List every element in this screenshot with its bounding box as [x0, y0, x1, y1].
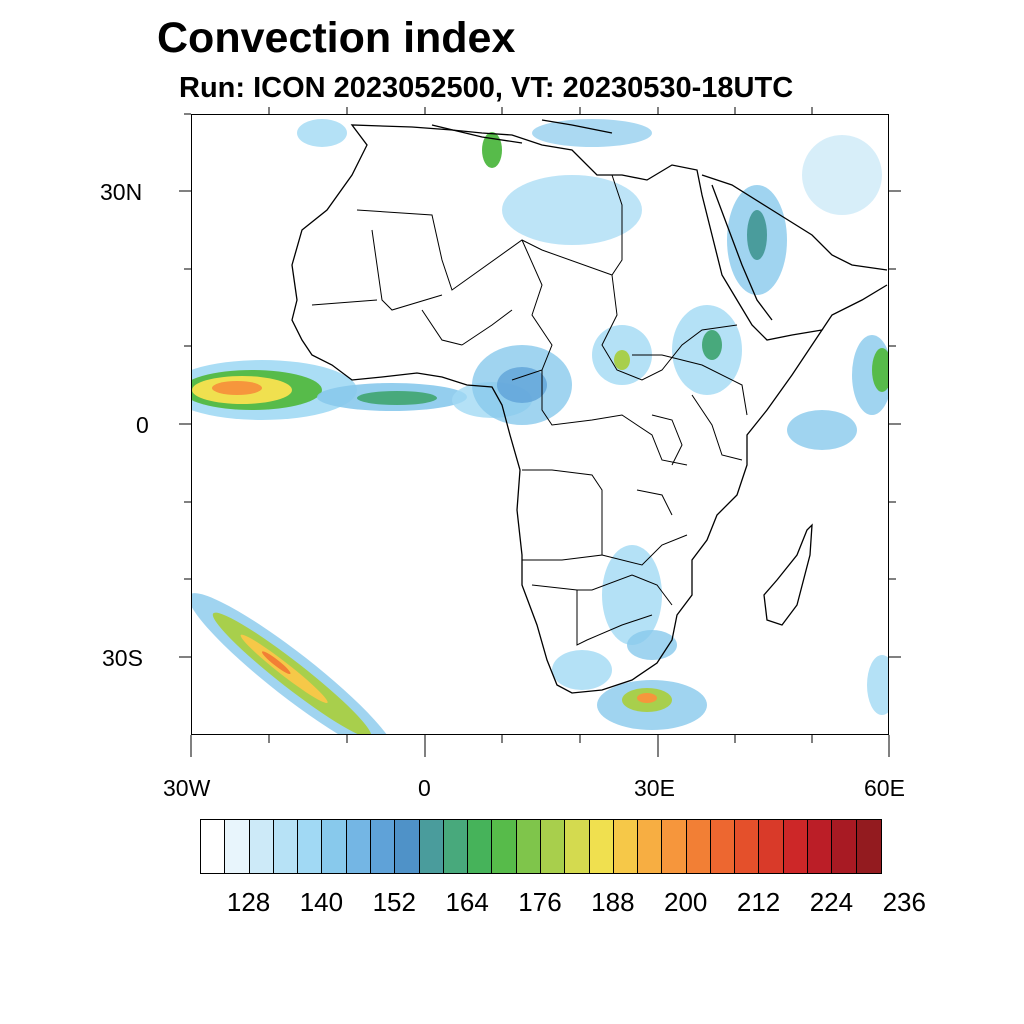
colorbar-tick-label: 152 [372, 887, 416, 917]
colorbar-swatch [516, 820, 541, 873]
colorbar-swatch [322, 820, 347, 873]
map-plot-area [191, 114, 889, 735]
colorbar-tick-label: 176 [518, 887, 562, 917]
colorbar-tick-label: 224 [809, 887, 854, 917]
colorbar-tick-label: 164 [445, 887, 489, 917]
colorbar-swatch [201, 820, 226, 873]
lon-label-30e: 30E [634, 775, 675, 801]
colorbar-swatch [443, 820, 469, 873]
colorbar-tick-label: 212 [736, 887, 781, 917]
colorbar-tick-label: 188 [591, 887, 635, 917]
colorbar-swatch [468, 820, 493, 873]
colorbar-swatch [346, 820, 371, 873]
lon-label-0: 0 [418, 775, 431, 801]
country-borders [311, 174, 748, 646]
colorbar-swatch [686, 820, 711, 873]
colorbar-swatch [662, 820, 687, 873]
colorbar-swatch [759, 820, 784, 873]
colorbar-tick-label: 140 [299, 887, 344, 917]
colorbar-swatch [735, 820, 760, 873]
lon-label-60e: 60E [864, 775, 905, 801]
map-canvas [192, 119, 888, 734]
colorbar-tick-label: 236 [882, 887, 926, 917]
map-title: Convection index [157, 14, 516, 62]
lat-label-30n: 30N [100, 179, 143, 205]
colorbar-swatch [273, 820, 299, 873]
colorbar-tick-label: 128 [226, 887, 271, 917]
colorbar-swatch [613, 820, 639, 873]
colorbar-swatch [395, 820, 420, 873]
colorbar-swatch [249, 820, 274, 873]
colorbar-swatch [225, 820, 250, 873]
colorbar-swatch [589, 820, 614, 873]
colorbar [200, 819, 882, 874]
colorbar-tick-label: 200 [664, 887, 708, 917]
colorbar-swatch [492, 820, 517, 873]
colorbar-swatch [419, 820, 444, 873]
colorbar-swatch [370, 820, 396, 873]
colorbar-swatch [638, 820, 663, 873]
colorbar-swatch [856, 820, 881, 873]
colorbar-swatch [808, 820, 833, 873]
coastlines [291, 119, 888, 694]
lat-label-0: 0 [136, 412, 149, 438]
colorbar-swatch [783, 820, 809, 873]
colorbar-swatch [832, 820, 857, 873]
colorbar-swatch [298, 820, 323, 873]
lon-label-30w: 30W [163, 775, 211, 801]
colorbar-swatch [565, 820, 590, 873]
colorbar-swatch [710, 820, 736, 873]
convection-field [192, 119, 888, 734]
lat-label-30s: 30S [102, 645, 143, 671]
colorbar-swatch [540, 820, 566, 873]
map-subtitle: Run: ICON 2023052500, VT: 20230530-18UTC [179, 72, 794, 104]
